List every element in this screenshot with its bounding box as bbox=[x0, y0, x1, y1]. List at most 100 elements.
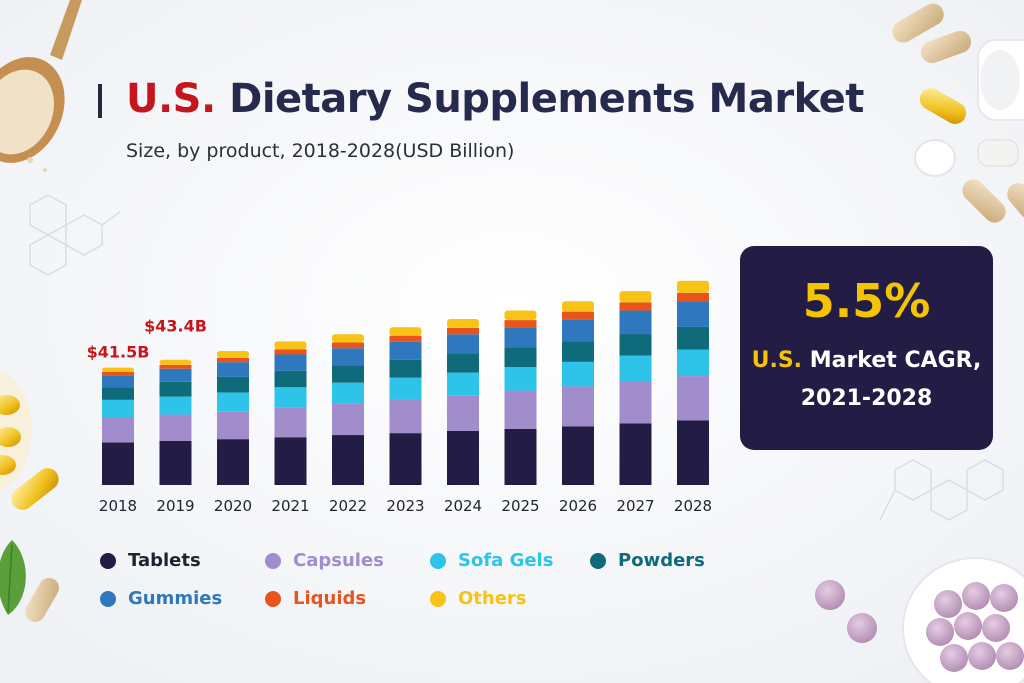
legend-swatch bbox=[265, 552, 281, 569]
bar-segment-sofa-gels-2024 bbox=[447, 372, 479, 396]
legend-label: Gummies bbox=[128, 588, 223, 609]
bar-segment-sofa-gels-2021 bbox=[274, 387, 307, 408]
legend-label: Powders bbox=[618, 550, 705, 571]
legend-label: Others bbox=[458, 588, 527, 609]
bar-segment-capsules-2022 bbox=[332, 403, 364, 436]
legend-item-tablets: Tablets bbox=[100, 550, 201, 571]
bar-segment-powders-2019 bbox=[159, 381, 192, 397]
bar-segment-capsules-2020 bbox=[217, 411, 249, 440]
bar-segment-liquids-2019 bbox=[159, 364, 192, 369]
bar-segment-gummies-2026 bbox=[562, 319, 594, 342]
bar-segment-sofa-gels-2018 bbox=[102, 399, 134, 418]
chart-title: U.S. Dietary Supplements Market bbox=[126, 76, 864, 122]
cagr-label-accent: U.S. bbox=[751, 348, 803, 373]
data-label-2019: $43.4B bbox=[144, 317, 207, 336]
bar-segment-others-2022 bbox=[332, 334, 364, 343]
chart-legend: Tablets Capsules Sofa Gels Powders Gummies Li… bbox=[100, 550, 740, 630]
bar-segment-others-2028 bbox=[677, 280, 709, 293]
bar-segment-gummies-2022 bbox=[332, 348, 364, 366]
bar-segment-powders-2021 bbox=[274, 370, 307, 388]
bar-segment-capsules-2023 bbox=[389, 399, 422, 434]
cagr-label-rest: Market CAGR, bbox=[809, 348, 982, 373]
bar-segment-tablets-2018 bbox=[102, 442, 134, 485]
cagr-label: U.S. Market CAGR, bbox=[740, 348, 993, 373]
legend-label: Capsules bbox=[293, 550, 384, 571]
bar-segment-gummies-2018 bbox=[102, 375, 134, 388]
x-tick-label-2027: 2027 bbox=[616, 497, 654, 515]
bar-segment-others-2019 bbox=[159, 359, 192, 365]
bar-segment-tablets-2024 bbox=[447, 430, 479, 485]
x-tick-label-2026: 2026 bbox=[559, 497, 597, 515]
x-tick-label-2019: 2019 bbox=[156, 497, 194, 515]
wooden-spoon-icon bbox=[0, 0, 82, 172]
bar-segment-sofa-gels-2019 bbox=[159, 396, 192, 415]
bar-segment-capsules-2019 bbox=[159, 414, 192, 441]
bar-segment-powders-2026 bbox=[562, 341, 594, 362]
bar-segment-gummies-2028 bbox=[677, 301, 709, 327]
bar-segment-powders-2018 bbox=[102, 387, 134, 400]
bar-segment-liquids-2020 bbox=[217, 357, 249, 363]
bar-segment-powders-2024 bbox=[447, 353, 479, 373]
bar-segment-powders-2020 bbox=[217, 376, 249, 393]
bar-segment-tablets-2027 bbox=[619, 423, 652, 485]
bar-segment-others-2025 bbox=[504, 310, 537, 321]
x-tick-label-2018: 2018 bbox=[99, 497, 137, 515]
bar-segment-tablets-2021 bbox=[274, 437, 307, 485]
bar-segment-others-2021 bbox=[274, 341, 307, 350]
bar-segment-liquids-2026 bbox=[562, 311, 594, 320]
x-tick-label-2024: 2024 bbox=[444, 497, 482, 515]
tablet-bowl-icon bbox=[815, 557, 1024, 683]
x-tick-label-2020: 2020 bbox=[214, 497, 252, 515]
x-tick-label-2028: 2028 bbox=[674, 497, 712, 515]
stacked-bar-chart: 2018 $41.5B 2019 $43.4B 2020 2021 2022 2023 2024… bbox=[87, 280, 712, 515]
cagr-callout: 5.5% U.S. Market CAGR, 2021-2028 bbox=[740, 246, 993, 450]
legend-item-liquids: Liquids bbox=[265, 588, 366, 609]
title-prefix: U.S. bbox=[126, 76, 216, 122]
legend-swatch bbox=[590, 552, 606, 569]
chart-subtitle: Size, by product, 2018-2028(USD Billion) bbox=[126, 140, 515, 162]
bar-segment-gummies-2019 bbox=[159, 368, 192, 382]
legend-label: Tablets bbox=[128, 550, 201, 571]
bar-segment-liquids-2028 bbox=[677, 292, 709, 302]
bar-segment-sofa-gels-2023 bbox=[389, 377, 422, 400]
bar-segment-others-2027 bbox=[619, 291, 652, 303]
bar-segment-liquids-2023 bbox=[389, 335, 422, 342]
bar-segment-capsules-2021 bbox=[274, 407, 307, 438]
bar-segment-capsules-2026 bbox=[562, 386, 594, 427]
bar-segment-others-2020 bbox=[217, 350, 249, 358]
bar-segment-gummies-2020 bbox=[217, 362, 249, 377]
molecule-pattern-icon bbox=[29, 194, 1004, 521]
bar-segment-capsules-2025 bbox=[504, 390, 537, 429]
legend-swatch bbox=[265, 590, 281, 607]
bar-segment-tablets-2026 bbox=[562, 426, 594, 485]
bar-segment-tablets-2025 bbox=[504, 428, 537, 485]
legend-swatch bbox=[100, 590, 116, 607]
legend-label: Liquids bbox=[293, 588, 367, 609]
bar-segment-tablets-2022 bbox=[332, 435, 364, 485]
bar-segment-others-2023 bbox=[389, 327, 422, 336]
cagr-value: 5.5% bbox=[802, 274, 931, 328]
x-tick-label-2022: 2022 bbox=[329, 497, 367, 515]
x-tick-label-2023: 2023 bbox=[386, 497, 424, 515]
bar-segment-liquids-2021 bbox=[274, 349, 307, 355]
bar-segment-tablets-2020 bbox=[217, 439, 249, 485]
bar-segment-capsules-2027 bbox=[619, 380, 652, 424]
x-tick-label-2021: 2021 bbox=[271, 497, 309, 515]
bar-segment-others-2024 bbox=[447, 319, 479, 328]
bar-segment-sofa-gels-2025 bbox=[504, 367, 537, 391]
bar-segment-powders-2023 bbox=[389, 359, 422, 378]
data-label-2018: $41.5B bbox=[87, 343, 150, 362]
bar-segment-sofa-gels-2020 bbox=[217, 392, 249, 412]
supplement-capsule-icon bbox=[0, 369, 59, 623]
legend-swatch bbox=[430, 590, 446, 607]
bar-segment-liquids-2027 bbox=[619, 302, 652, 311]
legend-item-capsules: Capsules bbox=[265, 550, 384, 571]
bar-segment-others-2018 bbox=[102, 367, 134, 372]
legend-swatch bbox=[430, 552, 446, 569]
pill-bottle-icon bbox=[892, 3, 1024, 223]
legend-item-sofa-gels: Sofa Gels bbox=[430, 550, 553, 571]
legend-swatch bbox=[100, 552, 116, 569]
cagr-period: 2021-2028 bbox=[800, 386, 933, 411]
leaf-icon bbox=[0, 540, 26, 615]
title-accent-bar bbox=[98, 84, 102, 118]
